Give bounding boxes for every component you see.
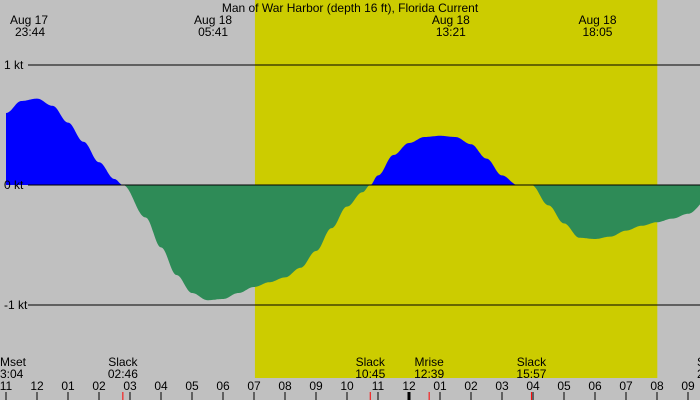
bottom-event-name: Slack bbox=[356, 355, 386, 369]
x-axis: 11 12 01 02 03 04 05 06 07 08 09 10 11 12 01 02 03 04 05 06… bbox=[0, 379, 695, 400]
bottom-event-time: 02:46 bbox=[108, 367, 138, 381]
bottom-event-time: 3:04 bbox=[0, 367, 24, 381]
x-tick-label: 10 bbox=[340, 379, 354, 393]
x-tick-label: 01 bbox=[61, 379, 75, 393]
top-event-date: Aug 18 bbox=[194, 13, 232, 27]
x-tick-label: 09 bbox=[681, 379, 695, 393]
x-tick-label: 06 bbox=[588, 379, 602, 393]
x-tick-label: 02 bbox=[92, 379, 106, 393]
x-tick-label: 05 bbox=[185, 379, 199, 393]
x-tick-label: 06 bbox=[216, 379, 230, 393]
x-tick-label: 01 bbox=[433, 379, 447, 393]
y-tick-label: 1 kt bbox=[4, 58, 24, 72]
bottom-event-name: Mrise bbox=[414, 355, 444, 369]
bottom-event-time: 2 bbox=[697, 367, 700, 381]
top-event-date: Aug 18 bbox=[432, 13, 470, 27]
current-areas bbox=[6, 98, 700, 301]
chart-title: Man of War Harbor (depth 16 ft), Florida… bbox=[222, 1, 479, 15]
x-tick-label: 03 bbox=[123, 379, 137, 393]
y-axis-labels: 1 kt 0 kt -1 kt bbox=[4, 58, 28, 312]
top-event-date: Aug 17 bbox=[10, 13, 48, 27]
bottom-event-time: 12:39 bbox=[414, 367, 444, 381]
x-tick-label: 12 bbox=[402, 379, 416, 393]
y-tick-label: 0 kt bbox=[4, 178, 24, 192]
bottom-event-labels: Mset3:04Slack02:46Slack10:45Mrise12:39Sl… bbox=[0, 355, 700, 400]
x-tick-label: 07 bbox=[247, 379, 261, 393]
bottom-event-time: 10:45 bbox=[355, 367, 385, 381]
top-event-time: 05:41 bbox=[198, 25, 228, 39]
x-tick-label: 05 bbox=[557, 379, 571, 393]
top-event-time: 13:21 bbox=[436, 25, 466, 39]
x-tick-label: 08 bbox=[650, 379, 664, 393]
horizontal-gridlines bbox=[28, 64, 700, 306]
ebb-current-area bbox=[6, 185, 700, 301]
x-tick-label: 07 bbox=[619, 379, 633, 393]
top-event-time: 18:05 bbox=[582, 25, 612, 39]
x-tick-label: 03 bbox=[495, 379, 509, 393]
top-event-date: Aug 18 bbox=[578, 13, 616, 27]
x-tick-label: 11 bbox=[372, 379, 385, 393]
x-tick-label: 11 bbox=[0, 379, 13, 393]
bottom-event-name: Slack bbox=[517, 355, 547, 369]
y-tick-label: -1 kt bbox=[4, 298, 28, 312]
x-tick-label: 04 bbox=[526, 379, 540, 393]
x-tick-label: 12 bbox=[30, 379, 44, 393]
x-tick-label: 09 bbox=[309, 379, 323, 393]
bottom-event-name: S bbox=[697, 355, 700, 369]
bottom-event-time: 15:57 bbox=[516, 367, 546, 381]
bottom-event-name: Slack bbox=[108, 355, 138, 369]
x-tick-label: 08 bbox=[278, 379, 292, 393]
x-tick-label: 02 bbox=[464, 379, 478, 393]
bottom-event-name: Mset bbox=[0, 355, 27, 369]
x-tick-label: 04 bbox=[154, 379, 168, 393]
top-event-time: 23:44 bbox=[15, 25, 45, 39]
flood-current-area bbox=[6, 98, 700, 185]
